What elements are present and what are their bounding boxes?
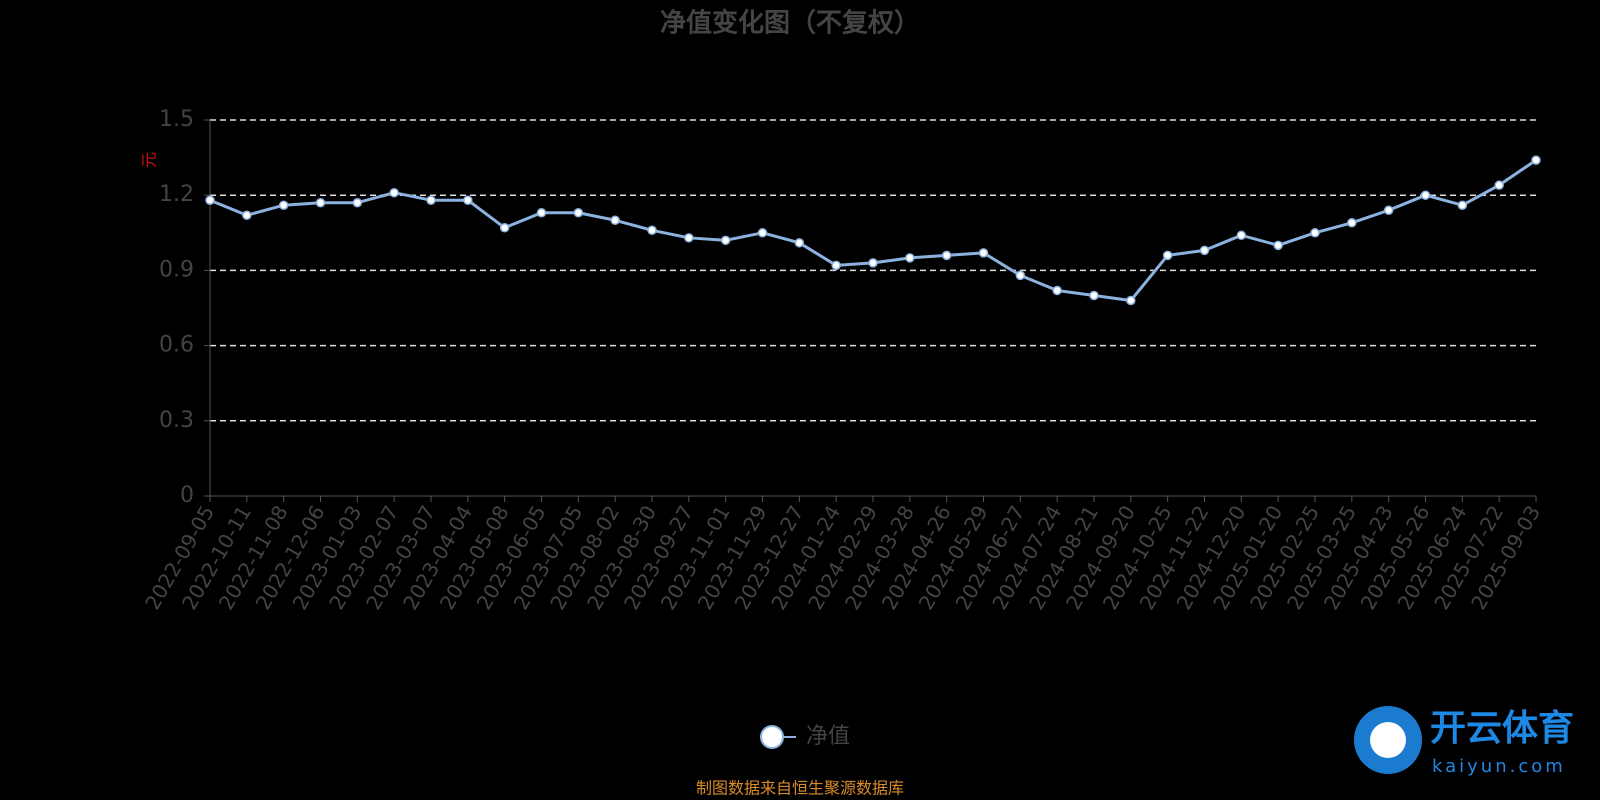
data-point — [1089, 290, 1099, 301]
y-tick-label: 1.5 — [159, 107, 194, 132]
source-note: 制图数据来自恒生聚源数据库 — [696, 779, 904, 798]
watermark-logo-ball — [1370, 722, 1406, 758]
data-point — [1420, 190, 1431, 200]
data-point — [278, 200, 289, 210]
data-point — [868, 258, 878, 268]
data-point — [1162, 250, 1173, 261]
y-tick-label: 0.3 — [159, 408, 194, 433]
data-point — [1494, 180, 1504, 190]
legend-marker — [760, 725, 784, 749]
y-tick-label: 0.6 — [159, 333, 194, 358]
data-point — [205, 195, 215, 205]
data-point — [1347, 218, 1357, 228]
data-point — [573, 207, 584, 218]
data-point — [1383, 205, 1394, 215]
data-point — [242, 210, 252, 221]
data-point — [794, 238, 805, 248]
data-point — [1273, 240, 1283, 251]
watermark-url: kaiyun.com — [1432, 756, 1566, 777]
data-point — [1310, 228, 1320, 238]
legend-label[interactable]: 净值 — [806, 724, 850, 749]
data-point — [315, 197, 326, 208]
data-point — [1199, 245, 1210, 256]
y-tick-label: 0 — [180, 483, 194, 508]
data-point — [1015, 270, 1026, 281]
data-point — [536, 207, 547, 218]
data-point — [610, 215, 620, 226]
y-axis-label: 元 — [140, 152, 159, 168]
data-point — [1531, 155, 1541, 165]
y-tick-label: 1.2 — [159, 182, 194, 207]
data-point — [831, 260, 841, 271]
chart-title: 净值变化图（不复权） — [660, 8, 920, 39]
data-point — [389, 187, 399, 198]
data-point — [426, 195, 436, 205]
data-point — [720, 235, 731, 246]
watermark-name: 开云体育 — [1430, 708, 1574, 749]
data-point — [684, 233, 694, 243]
data-point — [1236, 230, 1247, 241]
watermark: 开云体育 kaiyun.com — [1354, 706, 1574, 777]
data-point — [757, 228, 768, 238]
data-point — [941, 250, 952, 261]
data-point — [905, 253, 915, 263]
data-point — [352, 197, 363, 208]
data-point — [1457, 200, 1468, 210]
data-point — [647, 225, 657, 236]
data-point — [978, 248, 989, 258]
data-point — [1126, 295, 1136, 306]
data-point — [463, 195, 473, 205]
data-point — [1052, 285, 1062, 296]
y-tick-label: 0.9 — [159, 257, 194, 282]
data-point — [499, 223, 510, 233]
